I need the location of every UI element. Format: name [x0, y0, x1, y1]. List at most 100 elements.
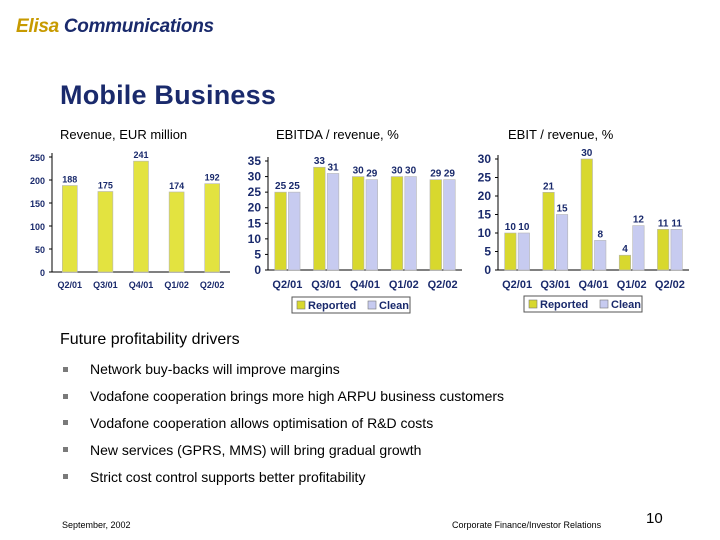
- y-tick-label: 200: [30, 176, 45, 186]
- y-tick-label: 0: [484, 263, 491, 277]
- bar: [542, 192, 555, 271]
- list-item: Vodafone cooperation allows optimisation…: [62, 410, 504, 437]
- legend-label: Reported: [540, 299, 588, 311]
- y-tick-label: 150: [30, 199, 45, 209]
- y-tick-label: 10: [248, 232, 262, 246]
- y-tick-label: 5: [254, 247, 261, 261]
- page-number: 10: [646, 510, 663, 527]
- drivers-heading: Future profitability drivers: [60, 331, 240, 348]
- y-tick-label: 100: [30, 222, 45, 232]
- driver-text: Network buy-backs will improve margins: [90, 361, 340, 378]
- data-label: 188: [62, 175, 77, 185]
- data-label: 8: [597, 229, 603, 240]
- data-label: 21: [543, 181, 555, 192]
- data-label: 174: [169, 181, 184, 191]
- data-label: 29: [430, 169, 442, 180]
- data-label: 25: [275, 181, 287, 192]
- revenue-chart-title: Revenue, EUR million: [60, 127, 188, 142]
- data-label: 11: [658, 218, 669, 229]
- data-label: 4: [622, 244, 628, 255]
- bar: [429, 179, 442, 271]
- x-tick-label: Q1/02: [617, 279, 647, 291]
- list-item: Vodafone cooperation brings more high AR…: [62, 383, 504, 410]
- x-tick-label: Q4/01: [129, 280, 154, 290]
- bar: [204, 183, 220, 273]
- data-label: 11: [671, 218, 682, 229]
- bar: [326, 173, 340, 271]
- data-label: 30: [581, 148, 593, 159]
- y-tick-label: 0: [254, 263, 261, 277]
- y-tick-label: 15: [248, 216, 262, 230]
- bar: [365, 179, 378, 271]
- bar: [580, 158, 593, 271]
- y-tick-label: 20: [248, 201, 262, 215]
- legend-label: Clean: [379, 300, 409, 312]
- x-tick-label: Q3/01: [93, 280, 118, 290]
- bar: [97, 191, 114, 273]
- bar: [404, 176, 417, 271]
- y-tick-label: 250: [30, 153, 45, 163]
- y-tick-label: 20: [478, 189, 492, 203]
- data-label: 30: [405, 166, 417, 177]
- driver-text: New services (GPRS, MMS) will bring grad…: [90, 441, 422, 458]
- list-item: New services (GPRS, MMS) will bring grad…: [62, 436, 504, 463]
- list-item: Network buy-backs will improve margins: [62, 356, 504, 383]
- y-tick-label: 5: [484, 245, 491, 259]
- x-tick-label: Q2/01: [502, 279, 532, 291]
- bar: [288, 191, 301, 271]
- bar: [517, 232, 530, 271]
- driver-text: Strict cost control supports better prof…: [90, 468, 366, 485]
- list-item: Strict cost control supports better prof…: [62, 463, 504, 490]
- y-tick-label: 30: [248, 170, 262, 184]
- bullet-icon: [63, 447, 68, 453]
- footer-date: September, 2002: [62, 520, 131, 530]
- data-label: 15: [556, 204, 568, 215]
- bar: [352, 176, 365, 271]
- bar: [618, 254, 631, 271]
- data-label: 12: [633, 215, 645, 226]
- x-tick-label: Q2/02: [200, 280, 225, 290]
- y-tick-label: 30: [478, 152, 492, 166]
- legend-box: [523, 295, 643, 313]
- bar: [390, 176, 404, 271]
- y-tick-label: 10: [478, 226, 492, 240]
- bar: [555, 214, 569, 271]
- x-tick-label: Q2/01: [58, 280, 83, 290]
- bar: [632, 225, 645, 271]
- bar: [443, 179, 456, 271]
- data-label: 241: [133, 150, 148, 160]
- data-label: 192: [205, 173, 220, 183]
- x-tick-label: Q2/02: [655, 279, 685, 291]
- bar: [657, 229, 670, 271]
- company-logo: Elisa Communications: [16, 16, 214, 38]
- driver-text: Vodafone cooperation brings more high AR…: [90, 388, 505, 405]
- ebit-chart-title: EBIT / revenue, %: [508, 127, 614, 142]
- y-tick-label: 25: [248, 185, 262, 199]
- logo-brand: Elisa: [16, 16, 59, 37]
- legend-swatch: [296, 300, 306, 310]
- y-tick-label: 25: [478, 171, 492, 185]
- bullet-icon: [63, 366, 68, 372]
- bullet-icon: [63, 420, 68, 426]
- revenue-chart: 0 50 100 150 200 250 188 Q2/01 175 Q3/01 241 Q4/01 1…: [30, 150, 230, 290]
- page-title: Mobile Business: [60, 80, 277, 110]
- y-tick-label: 50: [35, 245, 45, 255]
- legend-label: Clean: [611, 299, 641, 311]
- x-tick-label: Q4/01: [579, 279, 609, 291]
- x-tick-label: Q1/02: [164, 280, 189, 290]
- driver-text: Vodafone cooperation allows optimisation…: [90, 414, 434, 431]
- footer-department: Corporate Finance/Investor Relations: [452, 520, 602, 530]
- data-label: 33: [314, 156, 326, 167]
- y-tick-label: 35: [248, 154, 262, 168]
- data-label: 30: [391, 166, 403, 177]
- data-label: 29: [444, 169, 456, 180]
- bar: [504, 232, 517, 271]
- legend-swatch: [528, 299, 538, 309]
- data-label: 31: [327, 162, 339, 173]
- x-tick-label: Q3/01: [311, 279, 341, 291]
- bar: [133, 160, 149, 273]
- bar: [594, 240, 607, 271]
